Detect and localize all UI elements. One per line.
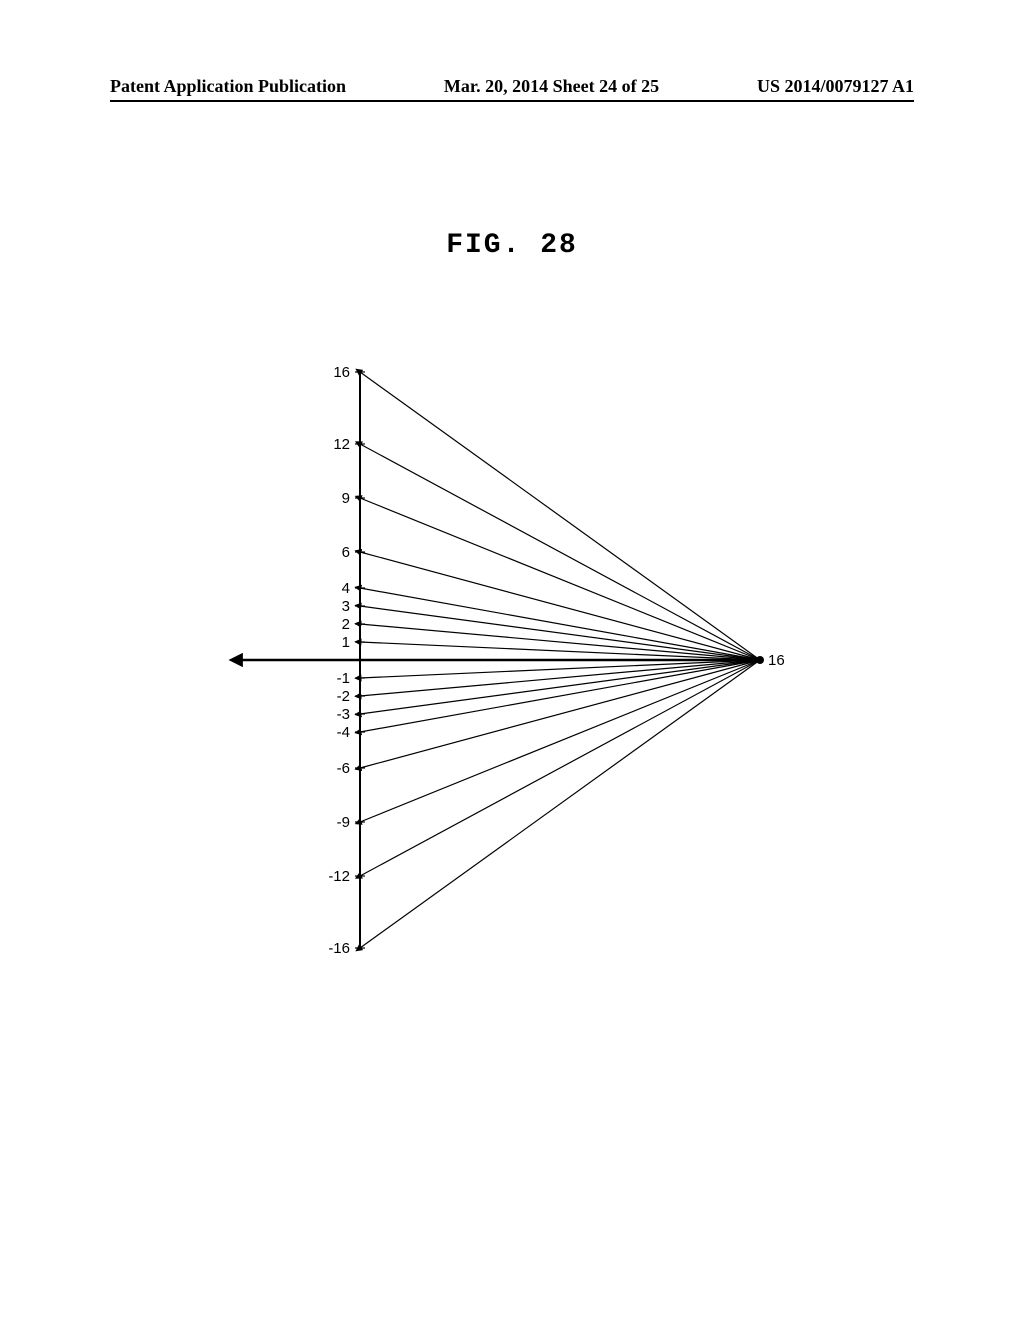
tick-label: -1 <box>337 670 350 687</box>
tick-label: -2 <box>337 688 350 705</box>
ray <box>360 372 760 660</box>
diagram-svg: 16 12 9 6 4321 -1-2-3-4 -6 -9 -12 -16 16 <box>200 330 820 990</box>
tick-label: 2 <box>342 616 350 633</box>
figure-title: FIG. 28 <box>0 230 1024 261</box>
tick-label: 12 <box>333 436 350 453</box>
tick-label: -3 <box>337 706 350 723</box>
tick-label: 1 <box>342 634 350 651</box>
tick-label: 9 <box>342 490 350 507</box>
ray <box>360 606 760 660</box>
tick-label: 16 <box>333 364 350 381</box>
tick-label: -16 <box>328 940 350 957</box>
ray <box>360 660 760 678</box>
header-left: Patent Application Publication <box>110 76 346 97</box>
tick-label: -9 <box>337 814 350 831</box>
tick-label: 4 <box>342 580 350 597</box>
tick-label: -12 <box>328 868 350 885</box>
ray <box>360 444 760 660</box>
ray <box>360 660 760 732</box>
ray <box>360 660 760 768</box>
ray <box>360 588 760 660</box>
ray <box>360 660 760 876</box>
header-rule <box>110 100 914 102</box>
header-right: US 2014/0079127 A1 <box>757 76 914 97</box>
page-header: Patent Application Publication Mar. 20, … <box>0 76 1024 97</box>
ray <box>360 498 760 660</box>
ray <box>360 660 760 948</box>
ray <box>360 552 760 660</box>
fan-diagram: 16 12 9 6 4321 -1-2-3-4 -6 -9 -12 -16 16 <box>200 330 820 990</box>
ray <box>360 660 760 696</box>
tick-label: -4 <box>337 724 350 741</box>
vertex-label: 16 <box>768 652 785 669</box>
ray <box>360 642 760 660</box>
vertex-point <box>756 656 764 664</box>
tick-label: 3 <box>342 598 350 615</box>
tick-label: 6 <box>342 544 350 561</box>
header-center: Mar. 20, 2014 Sheet 24 of 25 <box>444 76 659 97</box>
ray <box>360 624 760 660</box>
ray <box>360 660 760 714</box>
ray <box>360 660 760 822</box>
tick-label: -6 <box>337 760 350 777</box>
